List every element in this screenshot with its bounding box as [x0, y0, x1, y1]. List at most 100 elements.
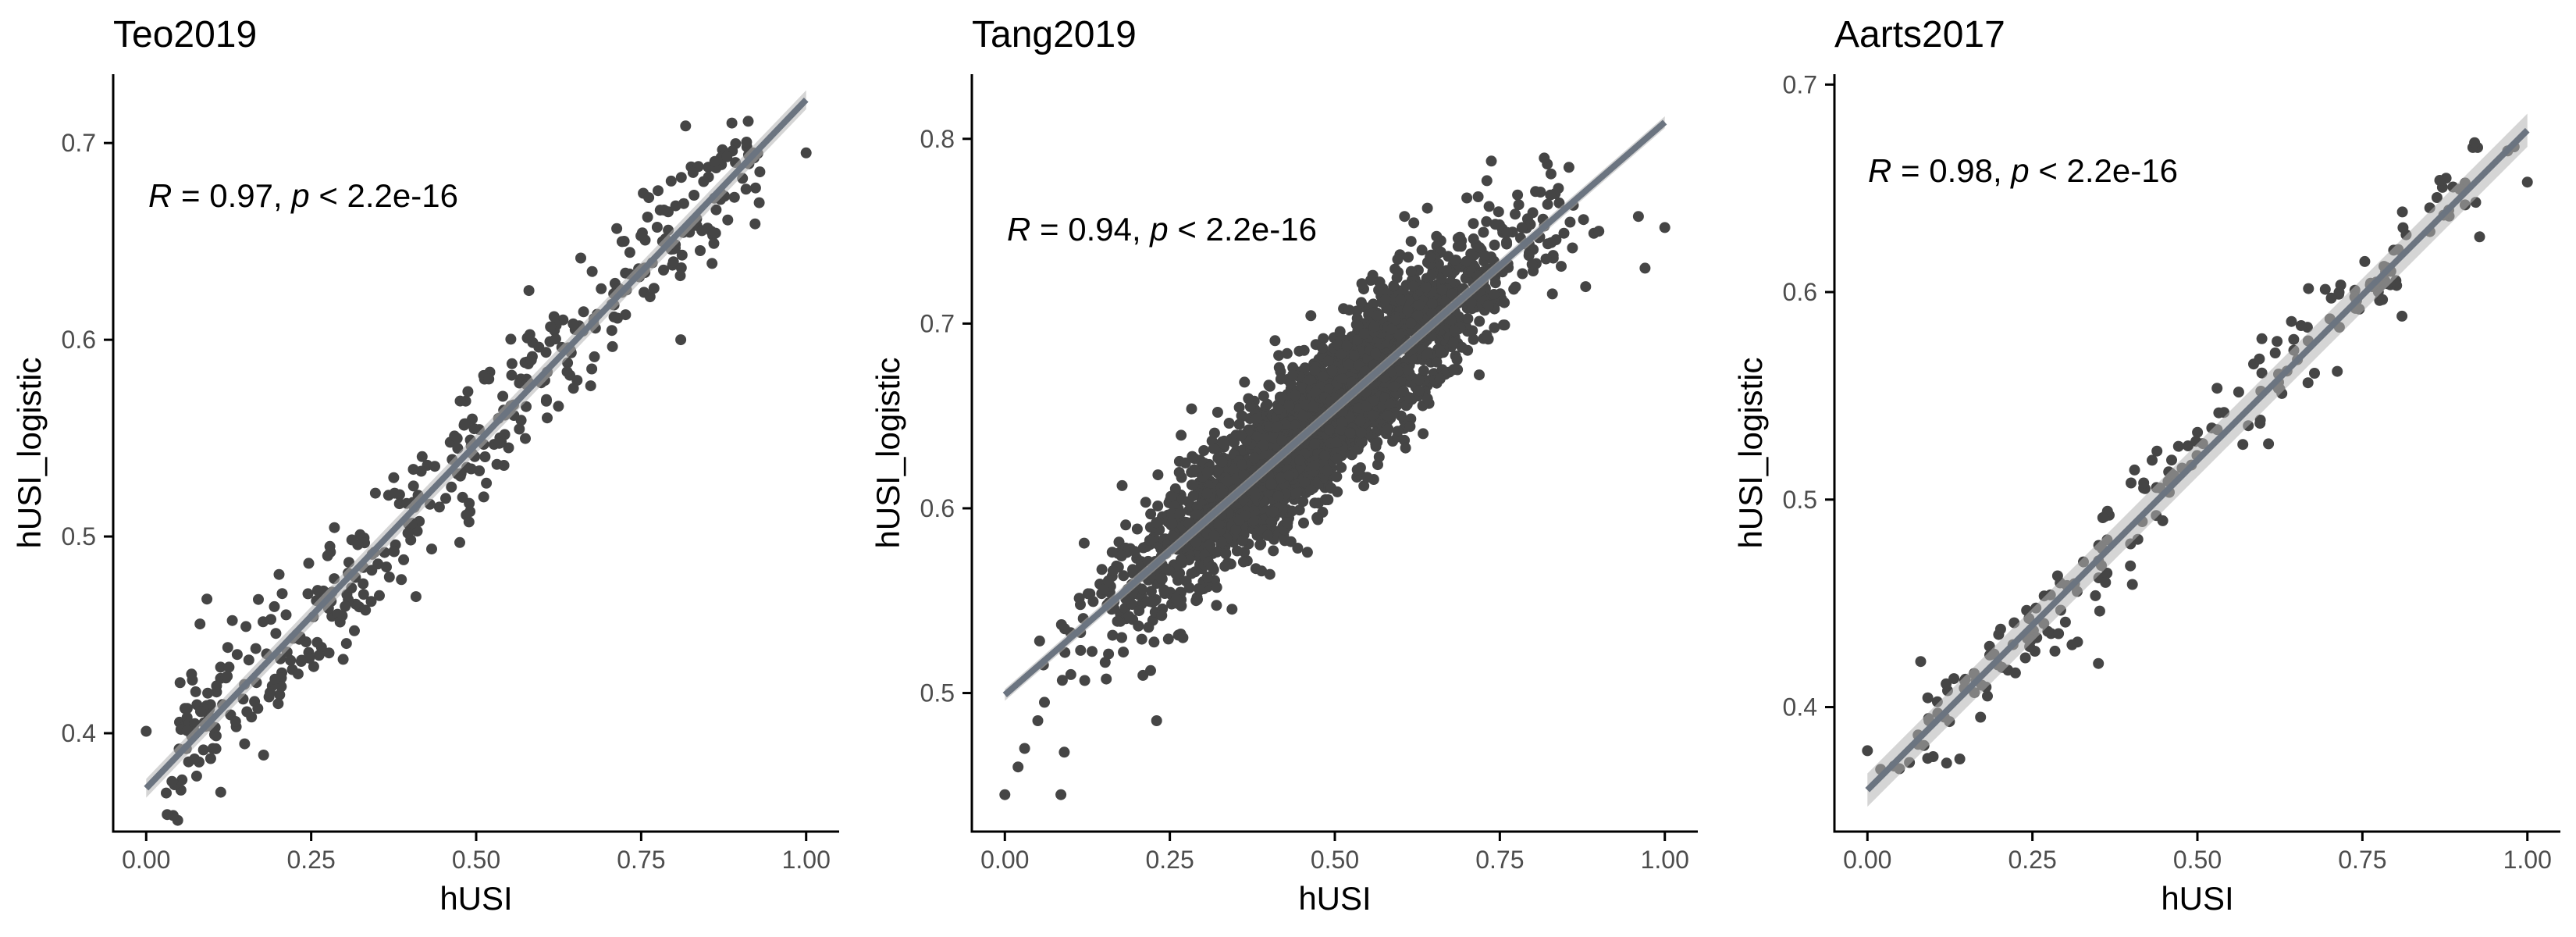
x-tick-label: 1.00 [1641, 846, 1689, 874]
data-point [2019, 652, 2031, 664]
data-point [1258, 440, 1269, 451]
data-point [1219, 561, 1231, 572]
data-point [1404, 421, 1416, 433]
data-point [1123, 611, 1135, 622]
data-point [1208, 443, 1219, 454]
data-point [433, 501, 445, 513]
data-point [1179, 457, 1191, 468]
x-tick-label: 0.75 [1475, 846, 1524, 874]
data-point [1468, 233, 1479, 244]
data-point [1265, 515, 1277, 527]
data-point [1336, 416, 1348, 428]
data-point [506, 358, 518, 369]
data-point [365, 596, 377, 607]
data-point [1489, 219, 1501, 230]
data-point [1388, 280, 1400, 292]
data-point [1187, 490, 1199, 502]
data-point [1412, 310, 1424, 321]
data-point [202, 687, 214, 699]
data-point [1374, 276, 1386, 288]
data-point [1236, 535, 1248, 547]
data-point [2254, 415, 2266, 426]
data-point [1355, 427, 1367, 439]
data-point [674, 270, 686, 282]
data-point [2319, 283, 2331, 295]
data-point [1418, 365, 1429, 376]
data-point [1272, 403, 1284, 415]
y-tick-label: 0.7 [920, 309, 955, 337]
data-point [1425, 330, 1437, 342]
data-point [1236, 459, 1248, 471]
data-point [728, 191, 740, 203]
data-point [1301, 547, 1313, 558]
data-point [2396, 206, 2408, 218]
data-point [1349, 350, 1360, 362]
data-point [1212, 407, 1223, 418]
data-point [2029, 646, 2041, 657]
data-point [2151, 445, 2163, 457]
data-point [1012, 761, 1024, 773]
data-point [1358, 480, 1370, 492]
data-point [721, 151, 733, 162]
y-tick-label: 0.8 [920, 125, 955, 153]
data-point [2431, 192, 2443, 203]
data-point [497, 390, 509, 402]
data-point [616, 236, 628, 248]
data-point [1143, 622, 1155, 633]
data-point [479, 451, 491, 462]
data-point [1176, 429, 1187, 441]
data-point [2157, 515, 2169, 526]
data-point [1251, 413, 1262, 425]
data-point [1545, 168, 1557, 180]
data-point [1190, 508, 1202, 520]
data-point [1177, 632, 1189, 643]
data-point [1136, 633, 1147, 645]
data-point [642, 212, 653, 223]
data-point [1152, 501, 1164, 511]
data-point [398, 554, 410, 565]
data-point [658, 205, 670, 216]
data-point [620, 309, 632, 321]
data-point [1101, 673, 1112, 685]
data-point [1269, 335, 1281, 347]
data-point [366, 565, 378, 576]
data-point [1553, 183, 1564, 194]
data-point [520, 433, 531, 444]
data-point [1389, 263, 1401, 275]
x-axis-title: hUSI [1298, 880, 1371, 917]
data-point [1405, 317, 1417, 329]
data-point [1273, 350, 1285, 362]
data-point [1116, 479, 1128, 491]
panel-title: Teo2019 [113, 14, 257, 55]
data-point [1222, 476, 1233, 486]
data-point [2097, 512, 2108, 523]
data-point [710, 227, 721, 239]
data-point [1129, 546, 1140, 558]
data-point [2295, 320, 2307, 331]
data-point [1546, 237, 1557, 248]
data-point [1166, 518, 1178, 529]
data-point [1352, 402, 1364, 414]
data-point [1395, 294, 1407, 305]
data-point [231, 649, 243, 661]
data-point [1431, 230, 1443, 242]
data-point [1403, 251, 1414, 263]
data-point [1055, 619, 1067, 630]
data-point [1186, 403, 1197, 415]
data-point [1275, 391, 1286, 403]
regression-line [1002, 119, 1667, 697]
data-point [1186, 479, 1197, 490]
data-point [607, 340, 618, 352]
data-point [1431, 356, 1443, 368]
data-point [1118, 647, 1130, 658]
data-point [1501, 226, 1513, 238]
data-point [1204, 540, 1216, 550]
data-point [1485, 155, 1497, 167]
data-point [1309, 365, 1321, 376]
plot-area: 0.00 0.25 0.50 0.75 1.00 0.4 0.5 0.6 0.7 [1783, 70, 2560, 874]
data-point [1402, 305, 1414, 316]
data-point [493, 437, 505, 449]
data-point [389, 546, 400, 558]
data-point [407, 480, 419, 492]
data-point [374, 590, 385, 601]
